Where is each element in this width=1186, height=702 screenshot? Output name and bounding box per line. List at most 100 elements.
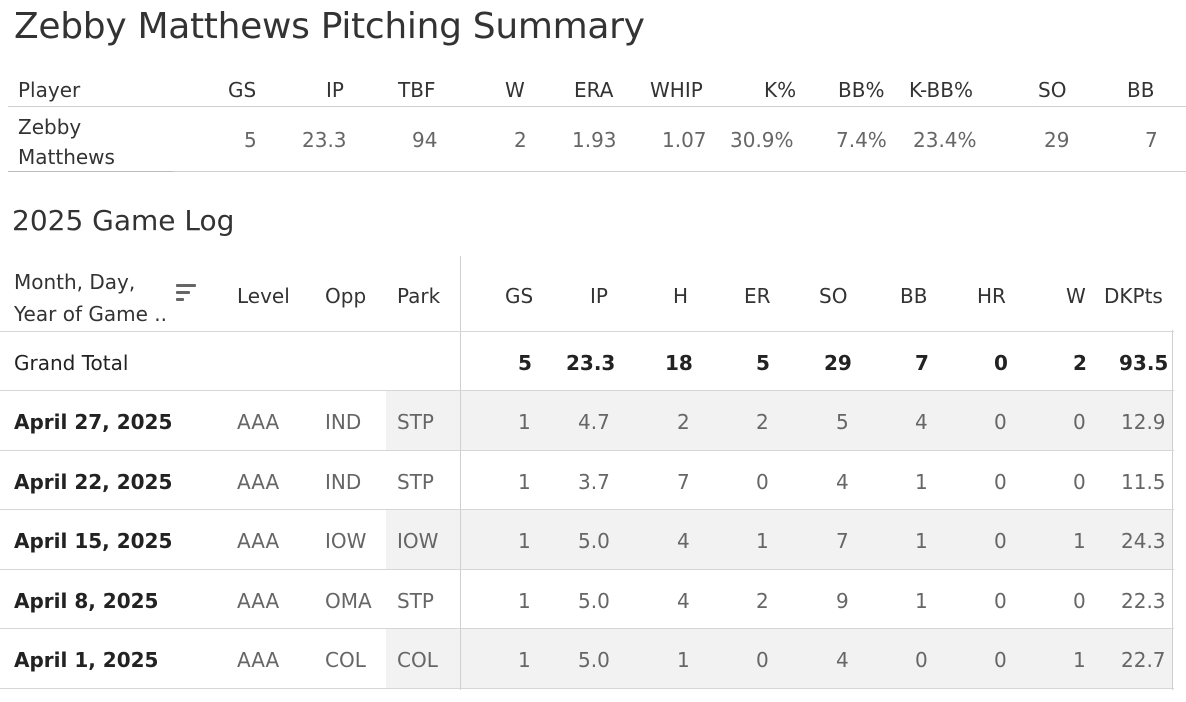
divider [0, 509, 1174, 510]
row-opp: IND [325, 410, 362, 434]
divider [0, 569, 1174, 570]
row-date[interactable]: April 1, 2025 [14, 648, 159, 672]
row-so: 7 [836, 529, 849, 553]
header-k-pct[interactable]: K% [764, 78, 797, 102]
page-title: Zebby Matthews Pitching Summary [14, 6, 645, 47]
row-shade [461, 391, 1172, 450]
row-bb: 0 [915, 648, 928, 672]
row-er: 2 [756, 589, 769, 613]
row-date[interactable]: April 27, 2025 [14, 410, 173, 434]
divider [8, 106, 1186, 107]
row-w: 1 [1073, 648, 1086, 672]
row-park: STP [397, 410, 434, 434]
grand-total-hr: 0 [994, 351, 1008, 375]
header-ip[interactable]: IP [326, 78, 344, 102]
header-er[interactable]: ER [744, 284, 771, 308]
row-level: AAA [237, 410, 280, 434]
row-gs: 1 [518, 589, 531, 613]
sort-icon[interactable] [176, 284, 198, 302]
row-er: 2 [756, 410, 769, 434]
row-gs: 1 [518, 529, 531, 553]
row-gs: 1 [518, 470, 531, 494]
header-gs[interactable]: GS [228, 78, 257, 102]
grand-total-er: 5 [756, 351, 770, 375]
row-so: 9 [836, 589, 849, 613]
row-level: AAA [237, 589, 280, 613]
header-w[interactable]: W [505, 78, 525, 102]
header-bb-pct[interactable]: BB% [838, 78, 885, 102]
row-opp: IND [325, 470, 362, 494]
header-ip[interactable]: IP [590, 284, 608, 308]
row-shade [386, 510, 460, 569]
row-date[interactable]: April 15, 2025 [14, 529, 173, 553]
row-shade [461, 629, 1172, 688]
divider [0, 331, 1174, 332]
row-ip: 4.7 [578, 410, 610, 434]
header-gs[interactable]: GS [505, 284, 534, 308]
row-gs: 1 [518, 648, 531, 672]
header-level[interactable]: Level [237, 284, 290, 308]
header-k-bb-pct[interactable]: K-BB% [909, 78, 973, 102]
grand-total-gs: 5 [518, 351, 532, 375]
grand-total-label: Grand Total [14, 351, 129, 375]
grand-total-bb: 7 [915, 351, 929, 375]
header-date[interactable]: Month, Day, Year of Game .. [14, 270, 167, 326]
row-er: 0 [756, 470, 769, 494]
player-name[interactable]: Zebby Matthews [18, 115, 115, 169]
header-so[interactable]: SO [819, 284, 848, 308]
value-bb: 7 [1145, 128, 1158, 152]
header-w[interactable]: W [1066, 284, 1086, 308]
divider [0, 390, 1174, 391]
value-so: 29 [1044, 128, 1070, 152]
divider [8, 171, 173, 172]
header-opp[interactable]: Opp [325, 284, 367, 308]
row-bb: 4 [915, 410, 928, 434]
grand-total-so: 29 [824, 351, 852, 375]
row-hr: 0 [994, 410, 1007, 434]
row-er: 0 [756, 648, 769, 672]
row-h: 4 [677, 529, 690, 553]
row-shade [386, 629, 460, 688]
row-level: AAA [237, 648, 280, 672]
row-bb: 1 [915, 589, 928, 613]
value-k-pct: 30.9% [730, 128, 794, 152]
divider [0, 450, 1174, 451]
row-ip: 5.0 [578, 589, 610, 613]
header-dkpts[interactable]: DKPts [1104, 284, 1163, 308]
value-bb-pct: 7.4% [836, 128, 887, 152]
row-dkpts: 22.3 [1121, 589, 1166, 613]
row-bb: 1 [915, 470, 928, 494]
grand-total-dkpts: 93.5 [1119, 351, 1169, 375]
header-bb[interactable]: BB [900, 284, 928, 308]
row-h: 1 [677, 648, 690, 672]
row-so: 5 [836, 410, 849, 434]
header-bb[interactable]: BB [1127, 78, 1155, 102]
row-date[interactable]: April 22, 2025 [14, 470, 173, 494]
row-er: 1 [756, 529, 769, 553]
header-whip[interactable]: WHIP [650, 78, 703, 102]
row-w: 1 [1073, 529, 1086, 553]
row-gs: 1 [518, 410, 531, 434]
divider [8, 171, 1186, 172]
row-h: 2 [677, 410, 690, 434]
row-park: COL [397, 648, 438, 672]
row-h: 7 [677, 470, 690, 494]
header-so[interactable]: SO [1038, 78, 1067, 102]
value-ip: 23.3 [302, 128, 347, 152]
column-divider [460, 256, 461, 690]
header-hr[interactable]: HR [977, 284, 1006, 308]
value-era: 1.93 [572, 128, 617, 152]
header-era[interactable]: ERA [574, 78, 614, 102]
row-hr: 0 [994, 589, 1007, 613]
header-park[interactable]: Park [397, 284, 441, 308]
gamelog-title: 2025 Game Log [12, 204, 235, 237]
row-park: STP [397, 589, 434, 613]
row-h: 4 [677, 589, 690, 613]
row-shade [386, 391, 460, 450]
header-tbf[interactable]: TBF [398, 78, 436, 102]
header-h[interactable]: H [673, 284, 689, 308]
row-ip: 3.7 [578, 470, 610, 494]
row-date[interactable]: April 8, 2025 [14, 589, 159, 613]
header-player[interactable]: Player [18, 78, 81, 102]
row-dkpts: 11.5 [1121, 470, 1166, 494]
